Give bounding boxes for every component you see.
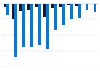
Bar [46, 4, 49, 49]
Bar [20, 4, 22, 11]
Bar [27, 4, 30, 10]
Bar [67, 4, 70, 5]
Bar [86, 4, 88, 10]
Bar [75, 4, 78, 6]
Bar [22, 4, 25, 47]
Bar [78, 4, 80, 18]
Bar [43, 4, 46, 17]
Bar [94, 4, 96, 12]
Bar [30, 4, 33, 47]
Bar [51, 4, 54, 8]
Bar [38, 4, 41, 45]
Bar [54, 4, 57, 30]
Bar [70, 4, 73, 19]
Bar [12, 4, 14, 19]
Bar [59, 4, 62, 7]
Bar [35, 4, 38, 7]
Bar [62, 4, 65, 25]
Bar [6, 4, 9, 15]
Bar [4, 4, 6, 7]
Bar [14, 4, 17, 57]
